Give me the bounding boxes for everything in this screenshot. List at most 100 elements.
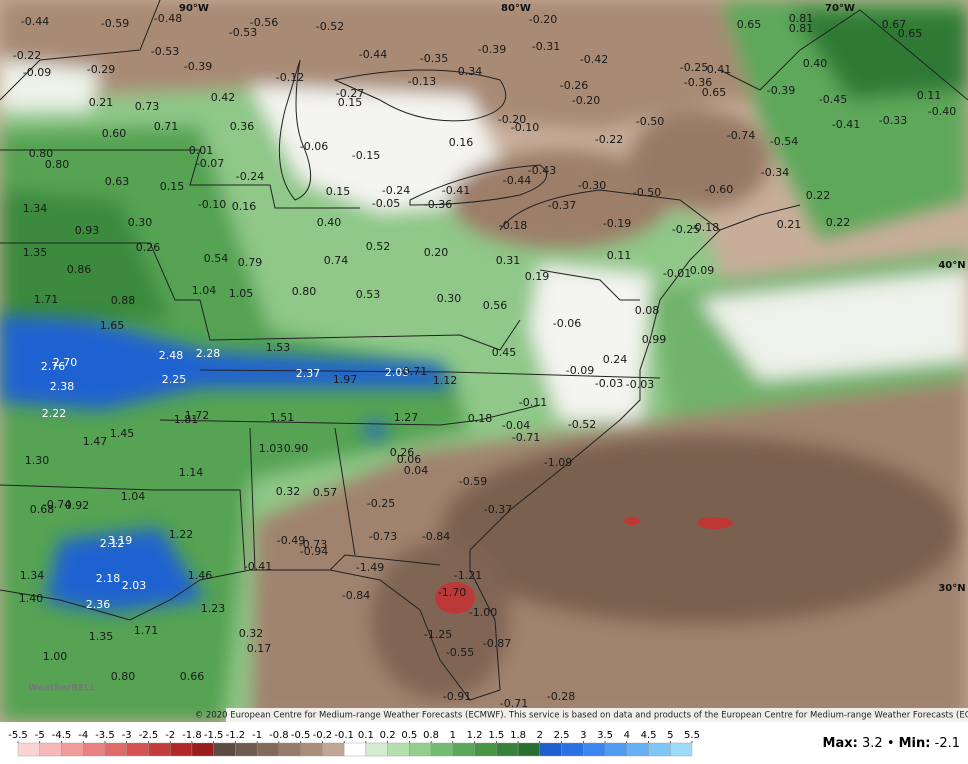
value-label: 2.05 <box>385 366 410 379</box>
colorbar-swatch <box>191 742 214 757</box>
value-label: -0.37 <box>484 503 512 516</box>
value-label: 0.15 <box>326 185 351 198</box>
colorbar-tick-label: 0.5 <box>401 730 417 741</box>
value-label: -0.12 <box>276 71 304 84</box>
value-label: 0.74 <box>324 254 349 267</box>
value-label: 0.57 <box>313 486 338 499</box>
colorbar-swatch <box>387 742 410 757</box>
value-label: -0.41 <box>244 560 272 573</box>
colorbar-tick-label: 1.8 <box>510 730 526 741</box>
value-label: 1.12 <box>433 374 458 387</box>
value-label: -0.87 <box>483 637 511 650</box>
value-label: -0.06 <box>300 140 328 153</box>
value-label: 1.34 <box>20 569 45 582</box>
colorbar-tick-label: -5.5 <box>8 730 28 741</box>
value-label: 0.42 <box>211 91 236 104</box>
value-label: -0.53 <box>151 45 179 58</box>
value-label: 2.25 <box>162 373 187 386</box>
value-label: 1.51 <box>270 411 295 424</box>
value-label: 0.08 <box>635 304 660 317</box>
value-label: -0.53 <box>229 26 257 39</box>
value-label: 0.22 <box>826 216 851 229</box>
value-label: -0.35 <box>420 52 448 65</box>
colorbar-swatch <box>126 742 149 757</box>
value-label: 0.36 <box>230 120 255 133</box>
value-label: -0.71 <box>500 697 528 710</box>
value-label: 0.18 <box>468 412 493 425</box>
colorbar-swatch <box>452 742 475 757</box>
colorbar-swatch <box>365 742 388 757</box>
value-label: -0.24 <box>382 184 410 197</box>
value-label: 1.35 <box>89 630 114 643</box>
min-value: -2.1 <box>934 736 960 751</box>
value-label: -0.94 <box>300 545 328 558</box>
value-label: -0.33 <box>879 114 907 127</box>
precip-field <box>0 0 968 722</box>
value-label: -0.73 <box>369 530 397 543</box>
value-label: 0.26 <box>136 241 161 254</box>
value-label: -0.09 <box>566 364 594 377</box>
colorbar-swatch <box>626 742 649 757</box>
value-label: -0.06 <box>553 317 581 330</box>
value-label: 0.45 <box>492 346 517 359</box>
longitude-label: 80°W <box>501 3 531 14</box>
value-label: 0.24 <box>603 353 628 366</box>
value-label: 2.03 <box>122 579 147 592</box>
value-label: 1.04 <box>192 284 217 297</box>
value-label: -0.01 <box>663 267 691 280</box>
colorbar-swatch <box>256 742 280 757</box>
value-label: 0.32 <box>276 485 301 498</box>
value-label: 0.80 <box>111 670 136 683</box>
value-label: -0.56 <box>250 16 278 29</box>
value-label: 0.17 <box>247 642 272 655</box>
value-label: 1.03 <box>259 442 284 455</box>
colorbar-swatch <box>496 742 519 757</box>
colorbar-tick-label: -3 <box>122 730 132 741</box>
value-label: -0.74 <box>43 498 71 511</box>
value-label: 0.60 <box>102 127 127 140</box>
value-label: 0.26 <box>390 446 415 459</box>
value-label: 0.79 <box>238 256 263 269</box>
value-label: 0.04 <box>404 464 429 477</box>
value-label: -0.04 <box>502 419 530 432</box>
colorbar-tick-label: 5 <box>667 730 673 741</box>
colorbar-tick-label: 5.5 <box>684 730 700 741</box>
value-label: -0.05 <box>372 197 400 210</box>
max-value: 3.2 <box>861 736 883 751</box>
value-label: -0.36 <box>684 76 712 89</box>
value-label: -0.59 <box>459 475 487 488</box>
value-label: 1.35 <box>23 246 48 259</box>
value-label: 0.80 <box>292 285 317 298</box>
value-label: 2.37 <box>296 367 321 380</box>
value-label: 0.67 <box>882 18 907 31</box>
colorbar-tick-label: -1.8 <box>182 730 202 741</box>
value-label: 0.71 <box>403 365 428 378</box>
value-label: 1.46 <box>188 569 213 582</box>
colorbar-tick-label: 0.1 <box>358 730 374 741</box>
max-label: Max: <box>822 736 858 751</box>
value-label: 0.09 <box>690 264 715 277</box>
value-label: -0.18 <box>691 221 719 234</box>
longitude-label: 70°W <box>825 3 855 14</box>
value-label: -1.09 <box>544 456 572 469</box>
longitude-label: 90°W <box>179 3 209 14</box>
value-label: -0.13 <box>408 75 436 88</box>
value-labels: -0.44 -0.59 -0.48-0.53-0.56 -0.52-0.20 0.65 0… <box>13 12 956 710</box>
value-label: 1.00 <box>43 650 68 663</box>
value-label: -0.84 <box>342 589 370 602</box>
value-label: -0.44 <box>359 48 387 61</box>
value-label: 0.80 <box>45 158 70 171</box>
value-label: 1.65 <box>100 319 125 332</box>
value-label: 1.53 <box>266 341 291 354</box>
colorbar-tick-label: 4.5 <box>641 730 657 741</box>
value-label: -1.21 <box>454 569 482 582</box>
value-label: -0.91 <box>443 690 471 703</box>
value-label: -0.49 <box>277 534 305 547</box>
colorbar-tick-label: -0.5 <box>291 730 311 741</box>
value-label: 2.48 <box>159 349 184 362</box>
value-label: -0.36 <box>424 198 452 211</box>
colorbar-tick-label: -2.5 <box>139 730 159 741</box>
value-label: 2.28 <box>196 347 221 360</box>
colorbar-tick-label: 2 <box>537 730 543 741</box>
